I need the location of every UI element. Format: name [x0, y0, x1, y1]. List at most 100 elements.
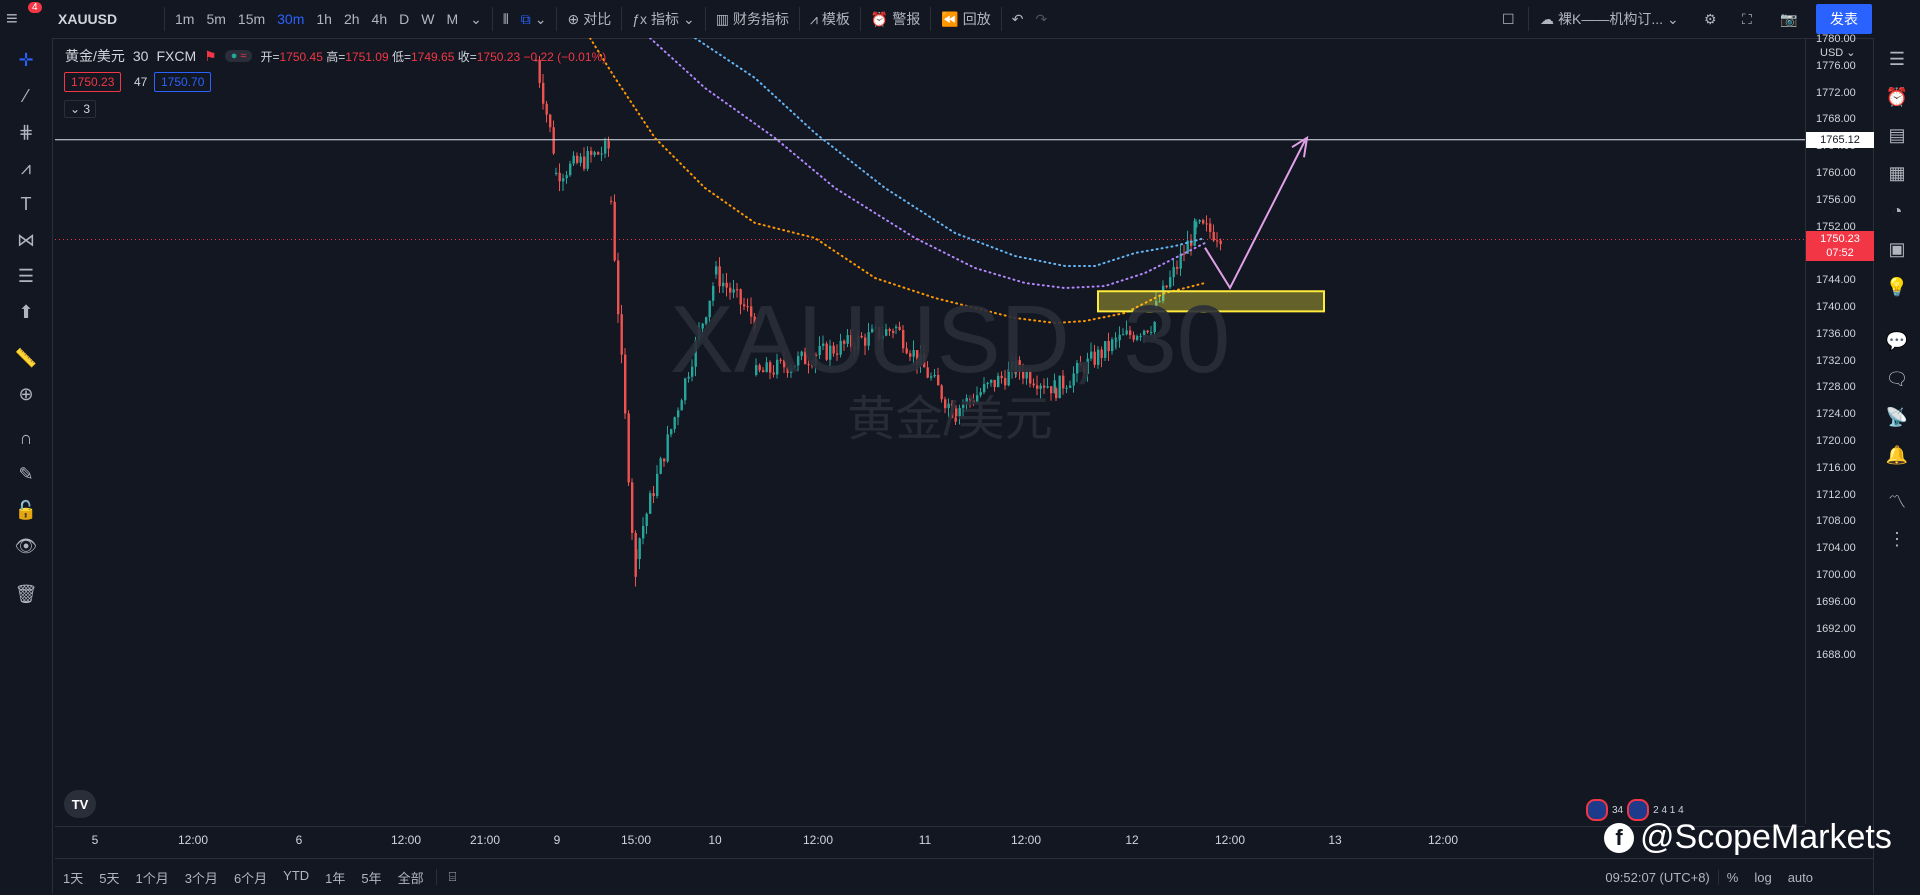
candle-body: [976, 395, 979, 402]
range-1[interactable]: 5天: [99, 870, 120, 886]
fib-icon[interactable]: ⋕: [18, 121, 34, 142]
interval-5m[interactable]: 5m: [206, 11, 226, 27]
ma-blue-line: [694, 38, 1206, 267]
interval-W[interactable]: W: [421, 11, 435, 27]
fullscreen-layout-button[interactable]: ☐: [1496, 0, 1521, 38]
streams-icon[interactable]: 📡: [1885, 406, 1909, 427]
pencil-lock-icon[interactable]: ✎: [18, 463, 34, 484]
alerts-button[interactable]: ⏰ 警报: [865, 0, 926, 38]
compare-button[interactable]: ⊕ 对比: [561, 0, 617, 38]
trading-panel-icon[interactable]: 〽: [1888, 492, 1906, 512]
snapshot-button[interactable]: 📷: [1774, 0, 1803, 38]
notifications-icon[interactable]: 🔔: [1885, 444, 1909, 465]
interval-dropdown[interactable]: ⌄: [464, 0, 488, 38]
range-5[interactable]: YTD: [283, 867, 310, 883]
messages-icon[interactable]: 🗨: [1885, 368, 1909, 389]
clock[interactable]: 09:52:07 (UTC+8): [1605, 869, 1710, 885]
settings-button[interactable]: ⚙: [1698, 0, 1723, 38]
range-8[interactable]: 全部: [397, 870, 424, 886]
news-icon[interactable]: ▤: [1888, 124, 1906, 145]
hotlist-icon[interactable]: ◔: [1891, 200, 1903, 221]
candle-body: [867, 332, 870, 346]
close-label: 收=: [457, 49, 477, 64]
goto-date-button[interactable]: ⌸: [435, 869, 465, 885]
change-value: −0.22 (−0.01%): [523, 49, 607, 64]
candle-body: [1143, 330, 1146, 336]
log-toggle[interactable]: log: [1754, 869, 1772, 885]
arrow-up-icon[interactable]: ⬆: [18, 301, 34, 322]
fullscreen-button[interactable]: ⛶: [1736, 0, 1758, 38]
candle-body: [739, 289, 742, 305]
price-chart[interactable]: [55, 38, 1805, 824]
layout-menu[interactable]: ☁ 裸K——机构订... ⌄: [1534, 0, 1685, 38]
interval-15m[interactable]: 15m: [237, 11, 266, 27]
lock-icon[interactable]: 🔓: [14, 499, 38, 520]
flag-icon[interactable]: ⚑: [204, 47, 217, 64]
menu-button[interactable]: ≡ 4: [0, 0, 52, 38]
candle-body: [684, 378, 687, 401]
candle-body: [617, 260, 620, 315]
watchlist-icon[interactable]: ☰: [1888, 48, 1906, 69]
interval-30m[interactable]: 30m: [277, 11, 305, 27]
data-window-icon[interactable]: ▦: [1888, 162, 1906, 183]
us-flag-icon: [1586, 799, 1608, 821]
market-status-icon[interactable]: ● ≈: [224, 50, 253, 62]
trash-icon[interactable]: 🗑: [14, 583, 38, 604]
social-handle: @ScopeMarkets: [1640, 818, 1892, 856]
bid-button[interactable]: 1750.23: [64, 72, 122, 92]
calendar-icon[interactable]: ▣: [1888, 238, 1906, 259]
candle-body: [666, 434, 669, 462]
text-icon[interactable]: T: [20, 193, 32, 214]
percent-toggle[interactable]: %: [1717, 869, 1747, 885]
eye-icon[interactable]: 👁: [14, 535, 38, 556]
open-value: 1750.45: [279, 49, 323, 64]
time-axis[interactable]: 5 12:00 6 12:00 21:00 9 15:00 10 12:00 11 12:00 12 1…: [55, 826, 1805, 855]
chat-icon[interactable]: 💬: [1885, 330, 1909, 351]
interval-1h[interactable]: 1h: [316, 11, 332, 27]
interval-2h[interactable]: 2h: [343, 11, 360, 27]
undo-button[interactable]: ↶: [1006, 0, 1030, 38]
tradingview-logo[interactable]: TV: [64, 790, 96, 818]
candle-body: [624, 354, 627, 414]
economic-events[interactable]: 34 2 4 1 4: [1586, 799, 1684, 821]
candle-body: [1050, 386, 1053, 394]
candle-body: [680, 400, 683, 411]
publish-button[interactable]: 发表: [1816, 4, 1872, 34]
ruler-icon[interactable]: 📏: [14, 347, 38, 368]
bar-style-button[interactable]: ⫴: [497, 0, 515, 38]
ideas-icon[interactable]: 💡: [1885, 276, 1909, 297]
financials-button[interactable]: ▥ 财务指标: [710, 0, 795, 38]
currency-selector[interactable]: USD ⌄: [1820, 46, 1856, 59]
interval-D[interactable]: D: [399, 11, 410, 27]
range-6[interactable]: 1年: [325, 870, 346, 886]
range-4[interactable]: 6个月: [233, 870, 268, 886]
price-axis[interactable]: 1780.001776.001772.001768.001764.001760.…: [1805, 33, 1874, 824]
pattern-icon[interactable]: ⩘: [20, 157, 32, 178]
magnet-icon[interactable]: ∩: [19, 427, 33, 448]
trend-line-icon[interactable]: ⁄: [24, 85, 28, 106]
xabcd-icon[interactable]: ⋈: [17, 229, 35, 250]
replay-button[interactable]: ⏪ 回放: [935, 0, 996, 38]
auto-toggle[interactable]: auto: [1787, 869, 1813, 885]
indicators-collapse-button[interactable]: ⌄ 3: [64, 100, 97, 118]
dom-icon[interactable]: ⋮: [1888, 528, 1906, 549]
redo-button[interactable]: ↷: [1030, 0, 1054, 38]
zoom-icon[interactable]: ⊕: [18, 383, 34, 404]
ask-button[interactable]: 1750.70: [154, 72, 212, 92]
symbol-title[interactable]: 黄金/美元: [65, 48, 125, 64]
crosshair-icon[interactable]: ✛: [18, 49, 34, 70]
position-icon[interactable]: ☰: [17, 265, 35, 286]
indicators-button[interactable]: ƒx 指标 ⌄: [626, 0, 701, 38]
candle-body: [1043, 385, 1046, 388]
range-7[interactable]: 5年: [361, 870, 382, 886]
interval-4h[interactable]: 4h: [371, 11, 388, 27]
interval-M[interactable]: M: [446, 11, 459, 27]
alarm-icon[interactable]: ⏰: [1885, 86, 1909, 107]
range-3[interactable]: 3个月: [184, 870, 218, 886]
symbol-search[interactable]: XAUUSD: [58, 11, 118, 27]
candle-style-button[interactable]: ⧉ ⌄: [515, 0, 553, 38]
range-2[interactable]: 1个月: [135, 870, 169, 886]
interval-1m[interactable]: 1m: [175, 11, 195, 27]
templates-button[interactable]: ⩘ 模板: [804, 0, 856, 38]
range-0[interactable]: 1天: [63, 870, 84, 886]
